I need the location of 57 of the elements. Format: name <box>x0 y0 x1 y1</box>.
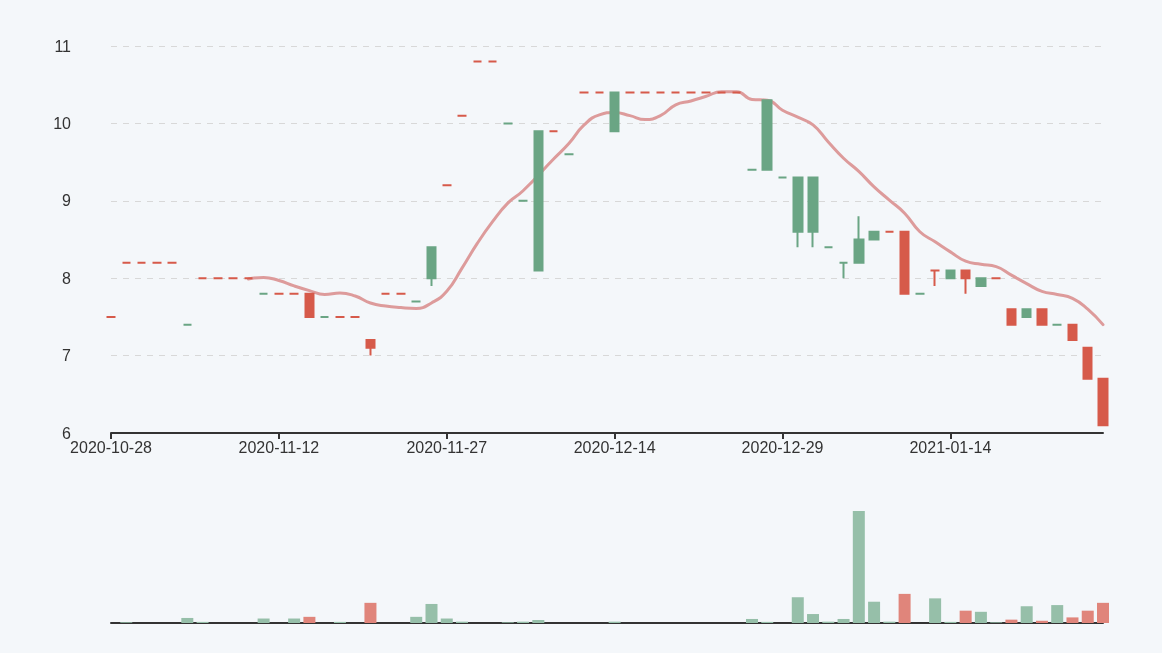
bar <box>1097 602 1109 623</box>
candlestick <box>1067 323 1078 342</box>
candlestick <box>838 261 849 280</box>
candlestick <box>1082 346 1093 380</box>
line-series <box>246 90 1105 327</box>
candlestick <box>975 277 987 287</box>
bar <box>181 617 194 623</box>
y-tick-label: 6 <box>62 424 72 442</box>
bar <box>791 597 804 623</box>
candlestick <box>1006 308 1017 326</box>
y-tick-label: 11 <box>54 37 72 55</box>
candlestick <box>1021 308 1032 318</box>
candlestick <box>1097 377 1109 427</box>
bar <box>837 618 850 623</box>
candlestick <box>304 292 315 318</box>
bar <box>959 610 972 623</box>
bar <box>1051 605 1064 623</box>
candlestick <box>929 269 941 287</box>
bar <box>929 598 942 623</box>
y-tick-label: 9 <box>62 192 72 210</box>
bar <box>532 619 545 623</box>
candlestick <box>533 130 544 272</box>
bar <box>1081 610 1094 623</box>
candlestick <box>761 99 773 171</box>
candlestick <box>792 176 804 249</box>
candlestick <box>1036 308 1048 326</box>
x-tick-label: 2020-11-27 <box>406 438 488 456</box>
x-tick-label: 2020-12-29 <box>741 438 824 456</box>
bar <box>364 602 377 623</box>
bar <box>898 593 911 623</box>
bar <box>425 603 438 623</box>
bar <box>1066 617 1079 623</box>
bar <box>745 618 758 623</box>
candlestick <box>426 246 437 287</box>
candlestick <box>960 269 971 295</box>
y-tick-label: 8 <box>62 269 72 287</box>
bar <box>868 601 881 623</box>
candlestick <box>807 176 819 249</box>
x-tick-label: 2021-01-14 <box>909 438 992 456</box>
candlestick <box>899 230 910 295</box>
candlestick <box>945 269 956 280</box>
x-tick-label: 2020-12-14 <box>573 438 656 456</box>
candlestick <box>609 91 620 133</box>
bar <box>303 616 316 623</box>
candlestick <box>365 339 376 357</box>
y-tick-label: 10 <box>53 114 72 132</box>
bar <box>807 614 820 623</box>
bar <box>974 611 987 623</box>
bar <box>410 616 423 623</box>
bar <box>852 511 865 623</box>
bar <box>1020 606 1033 623</box>
candlestick <box>868 230 880 241</box>
bar <box>1005 619 1018 623</box>
x-tick-label: 2020-10-28 <box>70 438 153 456</box>
x-tick-label: 2020-11-12 <box>238 438 320 456</box>
y-tick-label: 7 <box>62 347 72 365</box>
candlestick <box>853 215 865 264</box>
